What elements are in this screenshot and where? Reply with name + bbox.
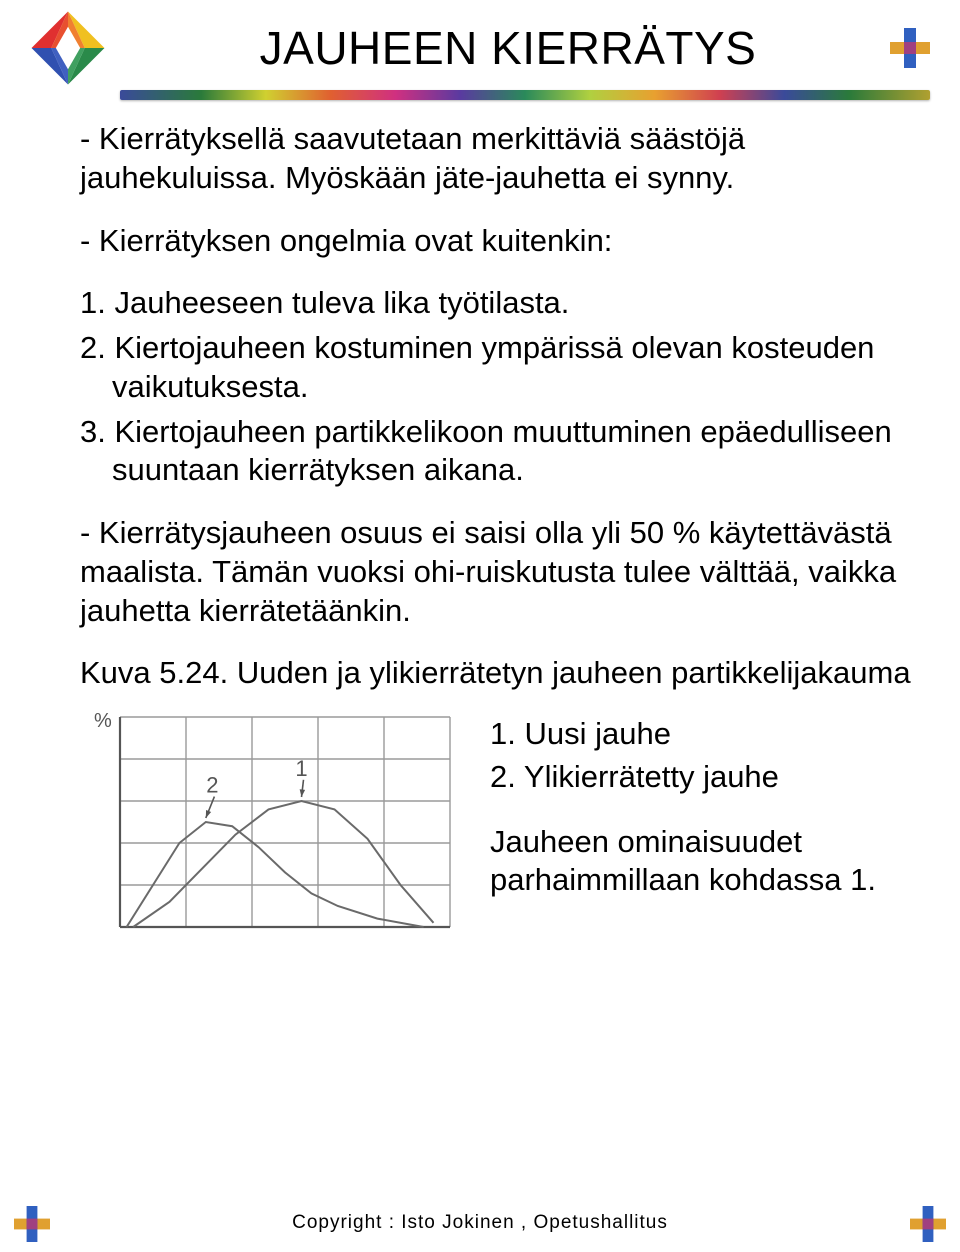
legend-item: 1. Uusi jauhe (490, 715, 930, 754)
legend-note: Jauheen ominaisuudet parhaimmillaan kohd… (490, 823, 930, 901)
page-title: JAUHEEN KIERRÄTYS (116, 21, 880, 75)
svg-text:2: 2 (206, 773, 218, 798)
header: JAUHEEN KIERRÄTYS (30, 10, 930, 86)
rainbow-divider (120, 90, 930, 100)
corner-cross-icon (890, 28, 930, 68)
paragraph: - Kierrätyksen ongelmia ovat kuitenkin: (80, 222, 920, 261)
list-item: 2. Kiertojauheen kostuminen ympärissä ol… (80, 329, 920, 407)
paragraph: - Kierrätyksellä saavutetaan merkittäviä… (80, 120, 920, 198)
numbered-list: 1. Jauheeseen tuleva lika työtilasta. 2.… (80, 284, 920, 490)
distribution-chart: % 1 2 (80, 707, 460, 937)
figure-caption: Kuva 5.24. Uuden ja ylikierrätetyn jauhe… (80, 654, 920, 693)
logo-diamond-icon (30, 10, 106, 86)
chart-legend: 1. Uusi jauhe 2. Ylikierrätetty jauhe Ja… (490, 707, 930, 900)
copyright-footer: Copyright : Isto Jokinen , Opetushallitu… (0, 1212, 960, 1234)
legend-item: 2. Ylikierrätetty jauhe (490, 758, 930, 797)
list-item: 3. Kiertojauheen partikkelikoon muuttumi… (80, 413, 920, 491)
body-text: - Kierrätyksellä saavutetaan merkittäviä… (30, 120, 930, 693)
svg-text:%: % (94, 710, 112, 732)
list-item: 1. Jauheeseen tuleva lika työtilasta. (80, 284, 920, 323)
paragraph: - Kierrätysjauheen osuus ei saisi olla y… (80, 514, 920, 630)
svg-text:1: 1 (295, 756, 307, 781)
